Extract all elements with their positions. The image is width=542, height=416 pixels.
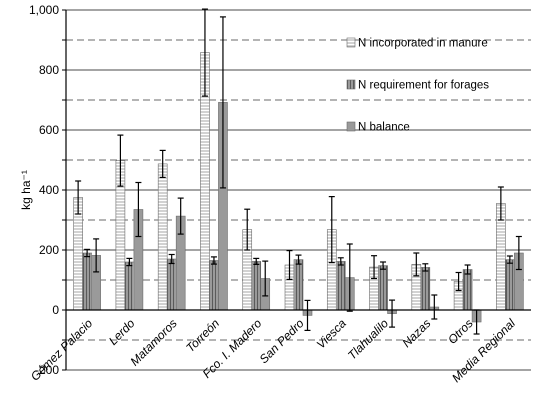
y-tick-label: 400 <box>39 183 59 197</box>
bar-requirement <box>420 267 431 311</box>
legend-swatch-manure <box>346 37 356 48</box>
y-tick-labels: -200 0 200 400 600 800 1,000 <box>29 3 59 377</box>
bar-requirement <box>166 258 177 311</box>
bar-requirement <box>462 269 473 311</box>
x-category-label: San Pedro <box>257 316 307 366</box>
x-category-label: Lerdo <box>106 316 138 348</box>
bar-requirement <box>124 261 135 311</box>
bar-requirement <box>505 259 515 311</box>
x-category-label: Viesca <box>314 316 349 351</box>
x-category-label: Otros <box>445 316 476 347</box>
x-category-label: Gómez Palacio <box>28 316 96 384</box>
bar-requirement <box>209 260 219 311</box>
legend-label-balance: N balance <box>358 122 410 134</box>
error-bars-group <box>75 8 522 335</box>
bar-requirement <box>335 261 346 311</box>
x-category-label: Nazas <box>399 316 433 350</box>
x-category-label: Tlahualilo <box>345 316 391 362</box>
y-tick-label: 1,000 <box>29 3 59 17</box>
legend-swatch-balance <box>346 121 356 132</box>
grid-lines <box>66 9 531 371</box>
y-tick-label: -200 <box>35 363 59 377</box>
bar-requirement <box>251 261 262 311</box>
x-category-label: Torreón <box>183 316 222 355</box>
bar-requirement <box>82 252 92 311</box>
bar-requirement <box>378 265 388 311</box>
y-tick-label: 200 <box>39 243 59 257</box>
y-axis-label: kg ha⁻¹ <box>19 170 33 210</box>
bar-manure <box>157 163 168 311</box>
y-tick-label: 800 <box>39 63 59 77</box>
axes <box>62 9 531 371</box>
bar-requirement <box>293 259 304 311</box>
bars-group <box>73 52 524 323</box>
legend: N incorporated in manure N requirement fo… <box>346 37 489 134</box>
y-tick-label: 0 <box>52 303 59 317</box>
legend-swatch-requirement <box>346 79 356 90</box>
y-tick-label: 600 <box>39 123 59 137</box>
legend-label-requirement: N requirement for forages <box>358 80 489 92</box>
legend-label-manure: N incorporated in manure <box>358 38 488 50</box>
